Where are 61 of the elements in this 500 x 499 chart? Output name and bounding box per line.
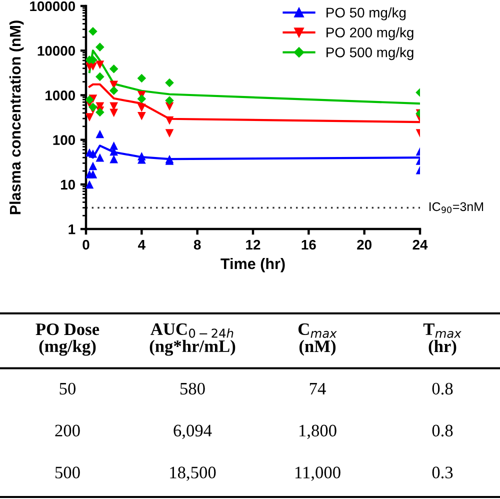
point: [96, 130, 104, 138]
point: [109, 64, 118, 74]
point: [88, 149, 98, 158]
y-tick-label: 1: [68, 224, 76, 234]
x-tick-label: 20: [357, 240, 372, 250]
point: [88, 170, 98, 178]
text: 11,000: [295, 466, 340, 481]
point: [165, 96, 174, 105]
point: [110, 154, 118, 164]
point: [88, 26, 98, 36]
x-tick-label: 12: [246, 240, 260, 250]
text: 0.3: [432, 466, 453, 478]
legend-label: PO 50 mg/kg: [326, 7, 406, 20]
y-tick-label: 10: [61, 180, 76, 190]
text: 0.8: [432, 424, 453, 437]
ref-line-label: IC$_{90}$=3nM: [429, 202, 484, 214]
text: 6,094: [174, 424, 212, 439]
legend-label: PO 200 mg/kg: [326, 27, 414, 40]
text: 1,800: [299, 424, 336, 439]
point: [138, 104, 146, 112]
legend-label: PO 500 mg/kg: [326, 47, 414, 60]
x-tick-label: 8: [194, 240, 201, 250]
y-tick-label: 100: [53, 135, 76, 145]
text: 18,500: [170, 466, 216, 481]
y-tick-label: 10000: [38, 46, 76, 56]
text: 0.8: [432, 382, 453, 395]
text: 580: [180, 382, 205, 395]
point: [88, 162, 98, 170]
point: [165, 129, 174, 138]
point: [138, 112, 146, 120]
point: [88, 102, 98, 112]
point: [86, 180, 94, 189]
point: [109, 86, 118, 95]
point: [96, 153, 104, 162]
point: [110, 108, 118, 118]
point: [96, 60, 104, 69]
category-label: AUC$_{0−24h}$ (ng*hr/mL): [150, 323, 236, 356]
point: [165, 116, 174, 125]
category-label: PO Dose (mg/kg): [36, 323, 100, 356]
point: [96, 42, 104, 52]
x-tick-label: 24: [412, 240, 428, 250]
text: 74: [310, 382, 326, 394]
y-tick-label: 100000: [30, 1, 76, 12]
point: [86, 113, 94, 122]
x-tick-label: 0: [82, 240, 90, 250]
point: [96, 72, 104, 82]
y-axis-title: Plasma concentration (nM): [9, 20, 24, 214]
point: [165, 78, 174, 88]
category-label: C$_{max}$ (nM): [298, 323, 337, 356]
text: 50: [60, 382, 76, 395]
y-tick-label: 1000: [46, 90, 76, 100]
line-series: [88, 83, 420, 124]
point: [137, 94, 146, 104]
text: 200: [55, 424, 80, 436]
category-label: T$_{max}$ (hr): [423, 324, 462, 356]
x-tick-label: 16: [302, 240, 316, 250]
point: [137, 74, 146, 83]
point: [86, 95, 94, 104]
x-tick-label: 4: [138, 240, 146, 250]
text: 500: [55, 466, 80, 478]
x-axis-title: Time (hr): [220, 258, 285, 272]
